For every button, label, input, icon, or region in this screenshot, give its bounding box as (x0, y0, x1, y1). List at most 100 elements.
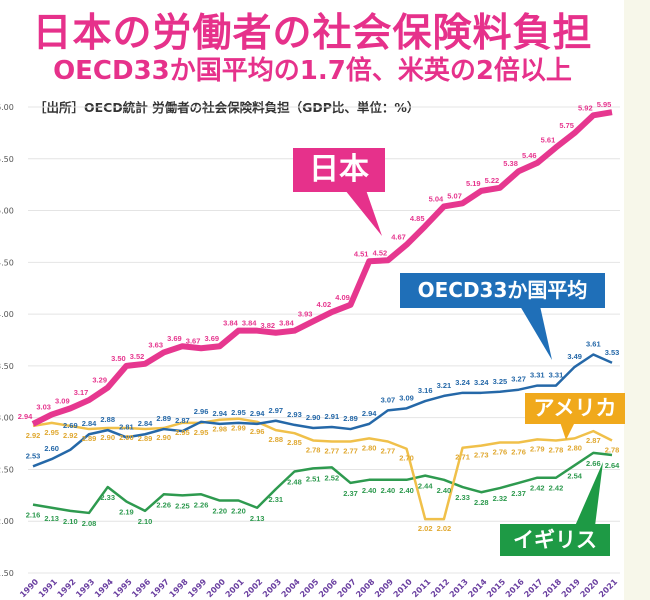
data-label: 2.77 (381, 446, 396, 455)
data-label: 2.76 (493, 448, 508, 457)
chart-title: 日本の労働者の社会保険料負担 (32, 11, 593, 56)
data-label: 2.93 (287, 410, 302, 419)
x-tick-label: 1991 (37, 577, 59, 599)
data-label: 2.13 (250, 514, 265, 523)
data-label: 2.25 (175, 501, 190, 510)
data-label: 2.94 (212, 409, 227, 418)
y-tick-label: 4.00 (0, 310, 14, 319)
data-label: 2.96 (250, 427, 265, 436)
x-tick-label: 2020 (579, 577, 601, 599)
data-label: 2.08 (82, 519, 97, 528)
series-line-3 (32, 451, 613, 515)
y-tick-label: 5.00 (0, 207, 14, 216)
data-label: 2.40 (437, 486, 452, 495)
data-label: 2.26 (156, 500, 171, 509)
data-label: 3.69 (204, 334, 219, 343)
data-label: 2.60 (44, 444, 59, 453)
data-label: 3.09 (55, 396, 70, 405)
data-label: 2.19 (119, 508, 134, 517)
data-label: 5.95 (597, 100, 612, 109)
data-label: 2.76 (511, 448, 526, 457)
x-tick-label: 1994 (93, 577, 115, 599)
callout-pointer (575, 462, 603, 526)
x-tick-label: 2018 (541, 577, 563, 599)
x-tick-label: 2000 (205, 577, 227, 599)
data-label: 2.90 (156, 433, 171, 442)
data-label: 2.89 (343, 414, 358, 423)
callout-pointer (560, 422, 575, 440)
x-tick-label: 2002 (242, 577, 264, 599)
data-label: 2.42 (549, 484, 564, 493)
data-label: 2.87 (175, 416, 190, 425)
data-label: 2.89 (82, 434, 97, 443)
data-label: 3.24 (455, 378, 470, 387)
data-label: 2.16 (26, 511, 41, 520)
y-tick-label: 5.50 (0, 155, 14, 164)
data-label: 2.92 (26, 431, 41, 440)
data-label: 2.48 (287, 478, 302, 487)
data-label: 2.90 (119, 433, 134, 442)
x-tick-label: 2006 (317, 577, 339, 599)
data-label: 2.02 (418, 524, 433, 533)
data-label: 2.53 (26, 451, 41, 460)
data-label: 5.22 (485, 176, 500, 185)
data-label: 2.89 (138, 434, 153, 443)
data-label: 2.51 (306, 474, 321, 483)
data-label: 5.75 (559, 121, 574, 130)
data-label: 2.95 (44, 428, 59, 437)
data-label: 2.79 (530, 444, 545, 453)
data-label: 2.95 (175, 428, 190, 437)
y-tick-label: 2.00 (0, 517, 14, 526)
x-tick-label: 2005 (298, 577, 320, 599)
data-label: 2.99 (231, 424, 246, 433)
x-tick-label: 1996 (130, 577, 152, 599)
data-label: 2.90 (306, 413, 321, 422)
data-label: 2.02 (437, 524, 452, 533)
x-tick-label: 2004 (280, 577, 302, 599)
data-label: 5.61 (541, 135, 556, 144)
data-label: 3.82 (261, 321, 276, 330)
data-label: 5.46 (522, 151, 537, 160)
data-label: 2.94 (250, 409, 265, 418)
x-tick-label: 1997 (149, 577, 171, 599)
data-label: 2.32 (493, 494, 508, 503)
data-label: 2.13 (44, 514, 59, 523)
data-label: 3.24 (474, 378, 489, 387)
data-label: 2.40 (381, 486, 396, 495)
y-tick-label: 2.50 (0, 465, 14, 474)
data-label: 2.66 (586, 459, 601, 468)
data-label: 3.61 (586, 339, 601, 348)
data-label: 2.40 (362, 486, 377, 495)
callout-oecd: OECD33か国平均 (400, 273, 605, 308)
data-label: 3.52 (130, 352, 145, 361)
data-label: 3.31 (530, 371, 545, 380)
data-label: 3.84 (223, 319, 238, 328)
data-label: 5.19 (466, 179, 481, 188)
data-label: 3.50 (111, 354, 126, 363)
data-label: 3.84 (242, 319, 257, 328)
data-label: 2.78 (306, 445, 321, 454)
data-label: 2.20 (212, 507, 227, 516)
x-tick-label: 1993 (74, 577, 96, 599)
x-tick-label: 1992 (56, 577, 78, 599)
data-label: 5.92 (578, 103, 593, 112)
series-line-1 (32, 353, 613, 468)
x-tick-label: 1995 (112, 577, 134, 599)
data-label: 2.94 (362, 409, 377, 418)
x-tick-label: 2008 (354, 577, 376, 599)
callout-uk: イギリス (500, 524, 610, 556)
data-label: 5.07 (447, 191, 462, 200)
data-label: 2.69 (63, 421, 78, 430)
data-label: 2.95 (194, 428, 209, 437)
data-label: 2.78 (605, 445, 620, 454)
x-tick-label: 2019 (560, 577, 582, 599)
data-label: 2.33 (455, 493, 470, 502)
data-label: 3.69 (167, 334, 182, 343)
data-label: 2.81 (119, 422, 134, 431)
x-tick-label: 2013 (448, 577, 470, 599)
data-label: 3.84 (279, 319, 294, 328)
data-label: 2.26 (194, 500, 209, 509)
data-label: 2.52 (325, 473, 340, 482)
data-label: 2.33 (100, 493, 115, 502)
data-label: 2.96 (194, 407, 209, 416)
